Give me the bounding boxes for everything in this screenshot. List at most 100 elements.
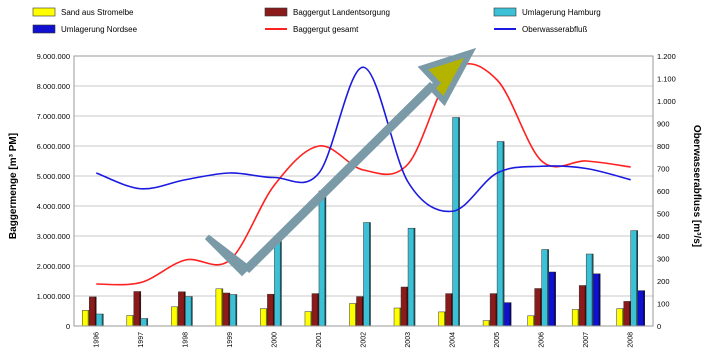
series-line (96, 62, 631, 286)
legend-swatch (493, 7, 517, 17)
bar-shadow (540, 288, 542, 326)
series-line (95, 66, 631, 213)
bar-shadow (629, 301, 631, 326)
bar-shadow (101, 314, 104, 326)
bar-shadow (444, 311, 446, 326)
y2-tick-label: 800 (657, 142, 670, 151)
bar-shadow (146, 318, 148, 326)
bar-shadow (451, 293, 453, 326)
bar-shadow (554, 272, 556, 326)
bar-shadow (406, 287, 409, 326)
y-tick-label: 4.000.000 (37, 202, 70, 211)
bar-shadow (509, 302, 512, 326)
y-tick-label: 6.000.000 (37, 142, 70, 151)
bar-shadow (317, 293, 319, 326)
y-axis-label: Baggermenge [m³ PM] (8, 133, 19, 239)
legend-label: Oberwasserabfluß (522, 25, 587, 34)
bar-shadow (139, 291, 141, 326)
legend-label: Umlagerung Nordsee (61, 25, 138, 34)
x-tick-label: 2005 (494, 332, 501, 348)
y2-tick-label: 100 (657, 300, 670, 309)
legend-label: Baggergut gesamt (293, 25, 359, 34)
bar-shadow (355, 303, 357, 326)
y-tick-label: 3.000.000 (37, 232, 70, 241)
bar-shadow (183, 291, 186, 326)
legend-swatch (264, 7, 288, 17)
bar-shadow (584, 285, 587, 326)
bar-shadow (279, 236, 282, 326)
x-tick-label: 2003 (405, 332, 412, 348)
bar-shadow (577, 309, 580, 326)
bars (82, 117, 645, 327)
legend-label: Umlagerung Hamburg (522, 8, 601, 17)
y2-tick-label: 1.200 (657, 52, 676, 61)
bar-shadow (87, 310, 90, 326)
y-tick-label: 8.000.000 (37, 82, 70, 91)
bar-shadow (190, 296, 193, 326)
x-tick-label: 2006 (539, 332, 546, 348)
bar-shadow (458, 117, 460, 326)
lines (95, 62, 631, 286)
x-tick-label: 2001 (316, 332, 323, 348)
bar-shadow (221, 288, 223, 326)
bar-shadow (265, 308, 268, 326)
x-tick-label: 2000 (271, 332, 278, 348)
y2-tick-label: 700 (657, 165, 670, 174)
x-tick-label: 2002 (361, 332, 368, 348)
y2-tick-label: 0 (657, 322, 661, 331)
bar-shadow (591, 254, 594, 326)
y2-tick-label: 500 (657, 210, 670, 219)
y2-tick-label: 400 (657, 232, 670, 241)
legend: Sand aus Stromelbe Baggergut Landentsorgu… (32, 7, 601, 34)
bar-shadow (413, 228, 416, 326)
y2-tick-label: 300 (657, 255, 670, 264)
x-tick-label: 1996 (93, 332, 100, 348)
bar-shadow (362, 296, 364, 326)
y2-tick-label: 600 (657, 187, 670, 196)
bar-shadow (636, 230, 638, 326)
bar-shadow (598, 273, 601, 326)
bar-shadow (547, 249, 549, 326)
bar-shadow (488, 320, 491, 326)
y2-axis-label: Oberwasserabfluss [m³/s] (691, 125, 702, 247)
x-tick-label: 2004 (450, 332, 457, 348)
axes: 0 1.000.000 2.000.000 3.000.000 4.000.000 5.0… (37, 52, 676, 348)
bar-shadow (622, 308, 624, 326)
bar-shadow (176, 306, 179, 326)
y-tick-label: 7.000.000 (37, 112, 70, 121)
bar-shadow (643, 290, 645, 326)
bar-shadow (399, 308, 402, 326)
legend-label: Sand aus Stromelbe (61, 8, 134, 17)
bar-shadow (324, 191, 326, 326)
plot-frame (73, 55, 654, 327)
bar-shadow (132, 315, 134, 326)
y-tick-label: 0 (66, 322, 70, 331)
legend-swatch (32, 24, 56, 34)
y2-tick-label: 900 (657, 120, 670, 129)
bar-shadow (235, 294, 237, 326)
arrow-annotation (204, 47, 477, 277)
y2-tick-label: 200 (657, 277, 670, 286)
bar-shadow (369, 222, 371, 326)
y2-tick-label: 1.100 (657, 75, 676, 84)
y-tick-label: 9.000.000 (37, 52, 70, 61)
legend-label: Baggergut Landentsorgung (293, 8, 390, 17)
x-tick-label: 1998 (182, 332, 189, 348)
bar-shadow (495, 293, 498, 326)
bar-shadow (310, 311, 312, 326)
bar-shadow (272, 294, 275, 326)
y-tick-label: 2.000.000 (37, 262, 70, 271)
y-tick-label: 1.000.000 (37, 292, 70, 301)
x-tick-label: 2007 (583, 332, 590, 348)
y2-tick-label: 1.000 (657, 97, 676, 106)
x-tick-label: 1997 (138, 332, 145, 348)
x-tick-label: 1999 (227, 332, 234, 348)
bar-shadow (533, 315, 535, 326)
y-tick-label: 5.000.000 (37, 172, 70, 181)
bar-shadow (228, 293, 230, 326)
bar-shadow (94, 296, 97, 326)
bar-shadow (502, 141, 505, 326)
arrow-shape (204, 47, 477, 277)
legend-swatch (32, 7, 56, 17)
